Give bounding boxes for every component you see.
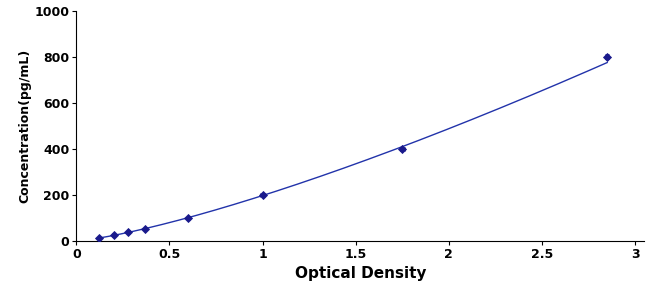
Y-axis label: Concentration(pg/mL): Concentration(pg/mL) <box>19 49 32 203</box>
X-axis label: Optical Density: Optical Density <box>294 266 426 282</box>
